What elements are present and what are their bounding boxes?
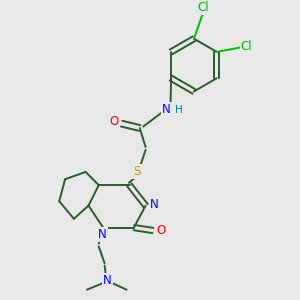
Text: O: O [156,224,166,237]
Text: N: N [162,103,170,116]
Text: N: N [150,198,159,211]
Text: S: S [133,165,140,178]
Text: Cl: Cl [197,1,208,14]
Text: H: H [175,105,182,115]
Text: N: N [98,228,107,242]
Text: O: O [110,115,118,128]
Text: N: N [103,274,112,287]
Text: Cl: Cl [241,40,252,52]
